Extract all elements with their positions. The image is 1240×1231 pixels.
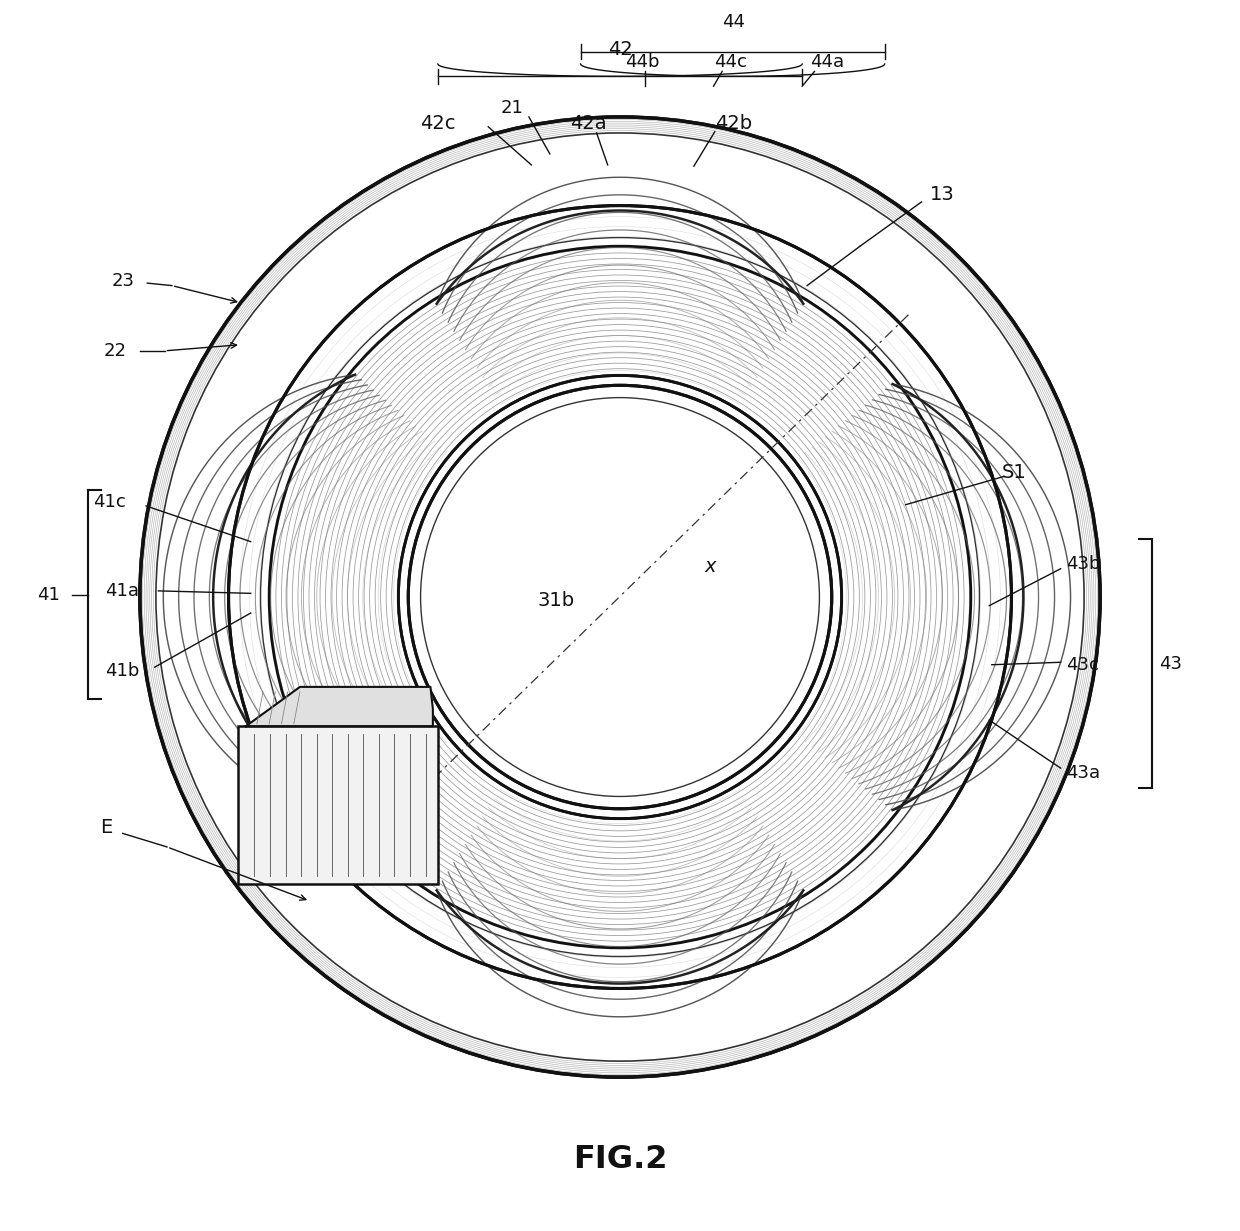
Text: 31b: 31b: [537, 591, 574, 611]
Text: 44b: 44b: [625, 53, 660, 70]
Text: 41c: 41c: [93, 494, 126, 511]
Polygon shape: [246, 687, 433, 726]
Text: 41: 41: [37, 586, 61, 603]
Bar: [238, 726, 438, 884]
Bar: [238, 726, 438, 884]
Text: 41a: 41a: [105, 582, 139, 599]
Text: 44c: 44c: [714, 53, 748, 70]
Text: 43c: 43c: [1065, 656, 1099, 673]
Text: 23: 23: [112, 272, 134, 289]
Text: 44a: 44a: [810, 53, 844, 70]
Text: E: E: [100, 817, 113, 837]
Text: 43a: 43a: [1065, 764, 1100, 782]
Text: 42a: 42a: [569, 113, 606, 133]
Text: 13: 13: [930, 185, 955, 204]
Text: 43b: 43b: [1065, 555, 1100, 572]
Text: 42: 42: [608, 39, 632, 59]
Text: 44: 44: [722, 14, 745, 31]
Text: FIG.2: FIG.2: [573, 1144, 667, 1176]
Text: 42c: 42c: [420, 113, 455, 133]
Text: S1: S1: [1002, 463, 1027, 483]
Text: 42b: 42b: [714, 113, 751, 133]
Text: x: x: [704, 556, 715, 576]
Text: 43: 43: [1158, 655, 1182, 672]
Text: 41b: 41b: [105, 662, 140, 680]
Text: 22: 22: [104, 342, 126, 359]
Text: 21: 21: [500, 100, 523, 117]
